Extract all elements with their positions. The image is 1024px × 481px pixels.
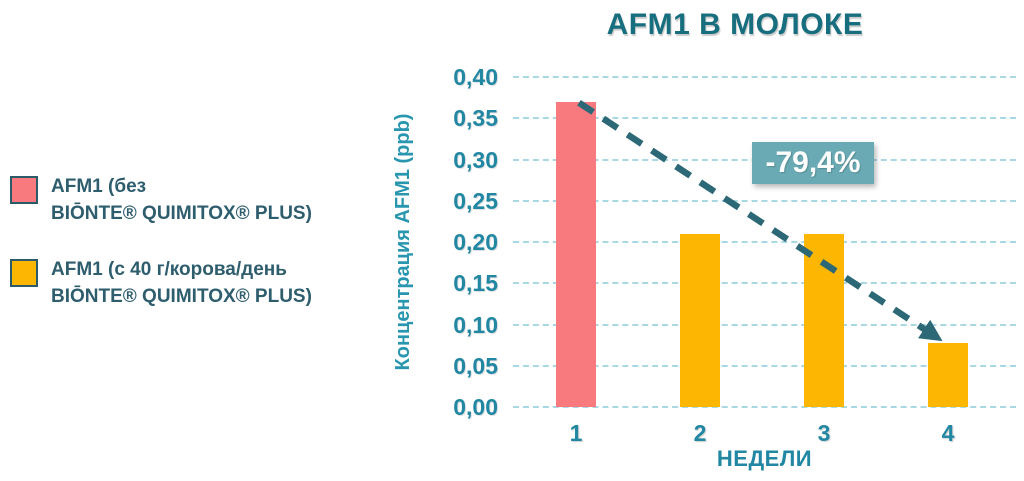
legend-label-afm1-with: AFM1 (с 40 г/корова/день BIŌNTE® QUIMITO… (51, 256, 312, 310)
gridline-0,05 (513, 364, 1016, 367)
x-tick-week-2: 2 (693, 420, 707, 446)
y-tick-label: 0,05 (453, 352, 498, 379)
y-tick-label: 0,40 (453, 64, 498, 90)
percent-reduction-badge: -79,4% (752, 142, 874, 184)
x-tick-week-1: 1 (569, 420, 583, 446)
chart-title: AFM1 В МОЛОКЕ (606, 8, 864, 41)
legend-swatch-yellow (10, 259, 38, 287)
chart-legend: AFM1 (без BIŌNTE® QUIMITOX® PLUS) AFM1 (… (10, 173, 440, 339)
legend-label-line: BIŌNTE® QUIMITOX® PLUS) (51, 203, 312, 224)
y-tick-label: 0,35 (453, 105, 498, 132)
bar-week-3 (804, 233, 844, 407)
y-tick-label: 0,00 (453, 394, 498, 420)
x-axis-label: НЕДЕЛИ (716, 446, 813, 471)
x-tick-week-3: 3 (817, 420, 831, 446)
y-tick-label: 0,30 (453, 146, 498, 173)
y-tick-label: 0,25 (453, 187, 498, 214)
y-tick-label: 0,15 (453, 270, 498, 297)
legend-label-afm1-without: AFM1 (без BIŌNTE® QUIMITOX® PLUS) (51, 173, 312, 227)
trend-arrow (577, 100, 943, 342)
legend-label-line: AFM1 (с 40 г/корова/день (51, 259, 287, 280)
x-tick-week-4: 4 (941, 420, 955, 446)
y-tick-label: 0,10 (453, 311, 498, 338)
bar-week-2 (680, 233, 720, 407)
gridline-0,00 (513, 406, 1016, 408)
bar-week-1 (556, 101, 596, 407)
legend-label-line: AFM1 (без (51, 176, 147, 197)
legend-item-afm1-without: AFM1 (без BIŌNTE® QUIMITOX® PLUS) (10, 173, 440, 227)
legend-label-line: BIŌNTE® QUIMITOX® PLUS) (51, 286, 312, 307)
bar-week-4 (928, 343, 968, 407)
gridline-0,40 (513, 76, 1016, 78)
legend-swatch-pink (10, 176, 38, 204)
legend-item-afm1-with: AFM1 (с 40 г/корова/день BIŌNTE® QUIMITO… (10, 256, 440, 310)
y-tick-label: 0,20 (453, 229, 498, 255)
